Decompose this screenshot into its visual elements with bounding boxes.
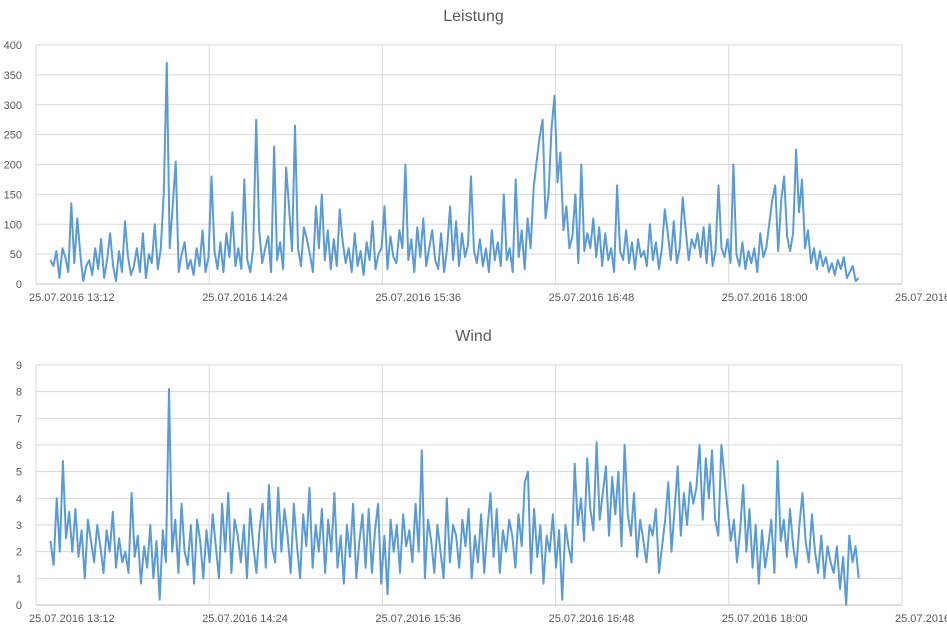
y-tick-label: 150 — [4, 189, 22, 201]
chart-title-leistung: Leistung — [443, 8, 504, 25]
x-tick-label: 25.07.2016 13:12 — [29, 292, 115, 304]
x-tick-label: 25.07.2016 15:36 — [375, 613, 461, 625]
y-tick-label: 8 — [16, 387, 22, 399]
y-tick-label: 0 — [16, 279, 22, 291]
y-tick-label: 6 — [16, 440, 22, 452]
chart-title-wind: Wind — [455, 328, 492, 345]
y-tick-label: 1 — [16, 573, 22, 585]
y-tick-label: 300 — [4, 100, 22, 112]
x-tick-label: 25.07.2016 19:12 — [895, 613, 947, 625]
y-tick-label: 0 — [16, 600, 22, 612]
y-tick-label: 50 — [10, 249, 22, 261]
x-tick-label: 25.07.2016 18:00 — [722, 613, 808, 625]
x-tick-label: 25.07.2016 16:48 — [549, 292, 635, 304]
y-tick-label: 200 — [4, 160, 22, 172]
y-tick-label: 350 — [4, 70, 22, 82]
y-tick-label: 400 — [4, 40, 22, 52]
y-tick-label: 4 — [16, 493, 22, 505]
x-tick-label: 25.07.2016 15:36 — [375, 292, 461, 304]
x-tick-label: 25.07.2016 14:24 — [202, 613, 288, 625]
y-tick-label: 5 — [16, 467, 22, 479]
x-tick-label: 25.07.2016 16:48 — [549, 613, 635, 625]
y-tick-label: 100 — [4, 219, 22, 231]
y-tick-label: 2 — [16, 547, 22, 559]
x-tick-label: 25.07.2016 14:24 — [202, 292, 288, 304]
x-tick-label: 25.07.2016 13:12 — [29, 613, 115, 625]
series-line — [49, 388, 860, 606]
x-tick-label: 25.07.2016 18:00 — [722, 292, 808, 304]
y-tick-label: 250 — [4, 130, 22, 142]
y-tick-label: 7 — [16, 413, 22, 425]
series-line — [49, 61, 860, 282]
y-tick-label: 3 — [16, 520, 22, 532]
y-tick-label: 9 — [16, 360, 22, 372]
x-tick-label: 25.07.2016 19:12 — [895, 292, 947, 304]
